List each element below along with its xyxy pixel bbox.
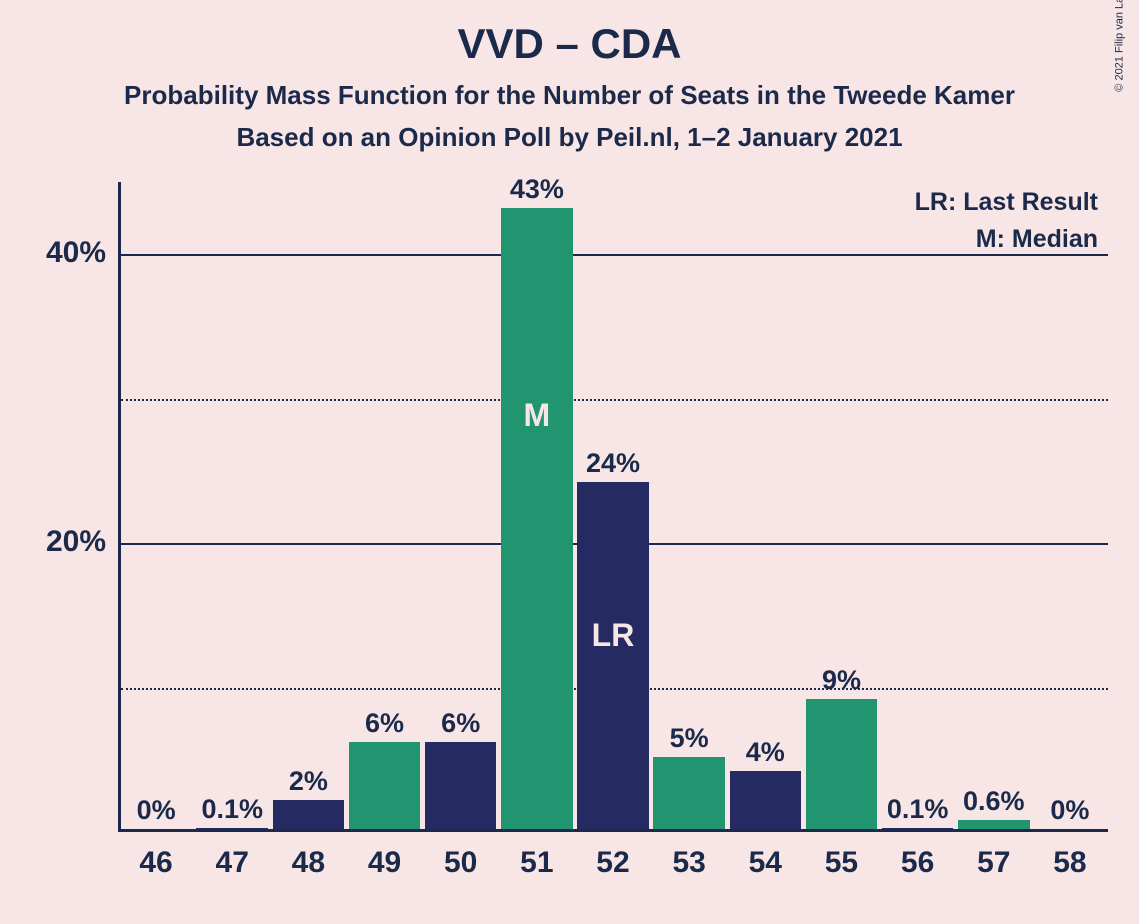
bar [196, 828, 268, 829]
legend-last-result: LR: Last Result [118, 188, 1098, 217]
x-tick-label: 54 [727, 846, 803, 880]
x-tick-label: 58 [1032, 846, 1108, 880]
x-tick-label: 51 [499, 846, 575, 880]
y-axis [118, 182, 121, 832]
bar-value-label: 6% [411, 708, 511, 739]
bar [273, 800, 345, 829]
x-tick-label: 46 [118, 846, 194, 880]
bar [730, 771, 802, 829]
gridline [121, 254, 1108, 256]
x-tick-label: 53 [651, 846, 727, 880]
x-tick-label: 50 [423, 846, 499, 880]
x-tick-label: 55 [803, 846, 879, 880]
x-tick-label: 52 [575, 846, 651, 880]
chart-title: VVD – CDA [0, 20, 1139, 68]
bar [806, 699, 878, 829]
bar-value-label: 0.1% [182, 794, 282, 825]
bar [501, 208, 573, 829]
bar-value-label: 24% [563, 448, 663, 479]
bar [425, 742, 497, 829]
bar-value-label: 4% [715, 737, 815, 768]
x-tick-label: 56 [880, 846, 956, 880]
chart-subtitle-1: Probability Mass Function for the Number… [0, 80, 1139, 111]
bar-inner-label: LR [577, 617, 649, 654]
chart-subtitle-2: Based on an Opinion Poll by Peil.nl, 1–2… [0, 122, 1139, 153]
bar [958, 820, 1030, 829]
pmf-bar-chart: 20%40%464748495051525354555657580%0.1%2%… [118, 182, 1108, 832]
bar [882, 828, 954, 829]
bar-value-label: 9% [791, 665, 891, 696]
y-tick-label: 20% [6, 525, 106, 559]
bar [577, 482, 649, 829]
x-axis [118, 829, 1108, 832]
x-tick-label: 57 [956, 846, 1032, 880]
copyright-text: © 2021 Filip van Laenen [1113, 0, 1125, 92]
bar-inner-label: M [501, 397, 573, 434]
legend-median: M: Median [118, 225, 1098, 254]
bar [349, 742, 421, 829]
gridline [121, 399, 1108, 401]
y-tick-label: 40% [6, 236, 106, 270]
x-tick-label: 49 [346, 846, 422, 880]
bar-value-label: 2% [258, 766, 358, 797]
x-tick-label: 48 [270, 846, 346, 880]
bar-value-label: 0% [1020, 795, 1120, 826]
bar [653, 757, 725, 829]
x-tick-label: 47 [194, 846, 270, 880]
